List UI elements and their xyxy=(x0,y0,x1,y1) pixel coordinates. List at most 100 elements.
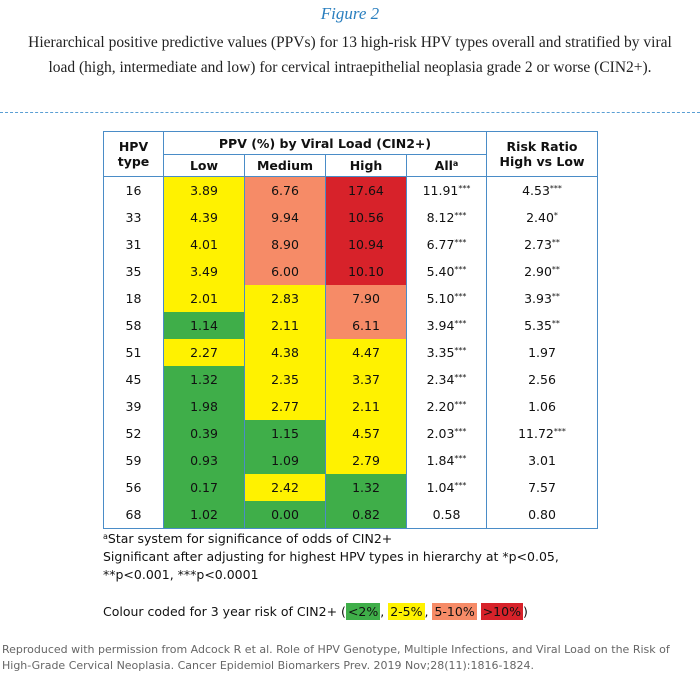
cell-risk-ratio: 4.53*** xyxy=(486,176,598,204)
cell-risk-ratio-value: 2.90 xyxy=(524,264,552,279)
cell-hpv-type-value: 59 xyxy=(125,453,142,468)
cell-medium: 2.35 xyxy=(244,366,326,393)
cell-low-value: 0.39 xyxy=(190,426,218,441)
cell-hpv-type: 52 xyxy=(103,420,164,447)
legend-chip-lt2: <2% xyxy=(345,603,381,620)
cell-medium-value: 2.83 xyxy=(271,291,299,306)
legend-suffix: ) xyxy=(522,604,528,619)
cell-all-value: 5.40 xyxy=(426,264,455,279)
significance-line-2: **p<0.001, ***p<0.0001 xyxy=(103,567,259,582)
table-row: 59 0.93 1.09 2.79 1.84*** 3.01 xyxy=(103,447,598,474)
significance-stars: ** xyxy=(551,292,560,301)
cell-low-value: 3.49 xyxy=(190,264,218,279)
cell-risk-ratio-value: 3.93 xyxy=(524,291,552,306)
cell-medium-value: 1.09 xyxy=(271,453,299,468)
cell-low: 0.17 xyxy=(163,474,245,501)
cell-risk-ratio-value: 1.97 xyxy=(528,345,556,360)
cell-high-value: 1.32 xyxy=(352,480,380,495)
cell-hpv-type: 45 xyxy=(103,366,164,393)
significance-stars: *** xyxy=(454,373,467,382)
cell-low-value: 0.17 xyxy=(190,480,218,495)
significance-line-1: Significant after adjusting for highest … xyxy=(103,549,559,564)
cell-high-value: 0.82 xyxy=(352,507,380,522)
cell-medium-value: 2.35 xyxy=(271,372,299,387)
table-row: 35 3.49 6.00 10.10 5.40*** 2.90** xyxy=(103,258,598,285)
header-ppv-group: PPV (%) by Viral Load (CIN2+) xyxy=(163,131,487,155)
significance-stars: *** xyxy=(549,184,562,193)
table-row: 52 0.39 1.15 4.57 2.03*** 11.72*** xyxy=(103,420,598,447)
cell-high: 10.10 xyxy=(325,258,407,285)
significance-stars: *** xyxy=(454,292,467,301)
table-row: 56 0.17 2.42 1.32 1.04*** 7.57 xyxy=(103,474,598,501)
cell-risk-ratio-value: 4.53 xyxy=(522,183,550,198)
legend-sep: , xyxy=(424,604,433,619)
cell-risk-ratio-value: 0.80 xyxy=(528,507,556,522)
cell-all-value: 8.12 xyxy=(426,210,455,225)
cell-risk-ratio: 1.06 xyxy=(486,393,598,420)
cell-medium: 0.00 xyxy=(244,501,326,529)
cell-all: 2.03*** xyxy=(406,420,487,447)
cell-hpv-type: 31 xyxy=(103,231,164,258)
legend-chip-gt10: >10% xyxy=(480,603,523,620)
cell-risk-ratio: 0.80 xyxy=(486,501,598,529)
header-low: Low xyxy=(163,154,245,177)
cell-high: 17.64 xyxy=(325,176,407,204)
cell-medium: 2.83 xyxy=(244,285,326,312)
cell-high: 10.94 xyxy=(325,231,407,258)
cell-hpv-type-value: 35 xyxy=(125,264,142,279)
footnote-marker: a xyxy=(103,532,108,541)
cell-all-value: 1.84 xyxy=(426,453,455,468)
cell-risk-ratio: 2.56 xyxy=(486,366,598,393)
footnote-a: aStar system for significance of odds of… xyxy=(103,528,663,548)
cell-medium: 2.42 xyxy=(244,474,326,501)
table-row: 33 4.39 9.94 10.56 8.12*** 2.40* xyxy=(103,204,598,231)
cell-low: 2.27 xyxy=(163,339,245,366)
cell-high-value: 2.79 xyxy=(352,453,380,468)
cell-medium: 2.11 xyxy=(244,312,326,339)
cell-high-value: 4.47 xyxy=(352,345,380,360)
cell-hpv-type: 33 xyxy=(103,204,164,231)
cell-low: 3.89 xyxy=(163,176,245,204)
cell-medium-value: 0.00 xyxy=(271,507,299,522)
cell-low: 1.02 xyxy=(163,501,245,529)
cell-risk-ratio: 7.57 xyxy=(486,474,598,501)
table-row: 39 1.98 2.77 2.11 2.20*** 1.06 xyxy=(103,393,598,420)
cell-all: 5.40*** xyxy=(406,258,487,285)
source-citation: Reproduced with permission from Adcock R… xyxy=(2,643,670,672)
cell-hpv-type-value: 45 xyxy=(125,372,142,387)
legend-chip-5to10: 5-10% xyxy=(432,603,477,620)
table-notes: aStar system for significance of odds of… xyxy=(103,528,663,584)
cell-high: 6.11 xyxy=(325,312,407,339)
cell-high: 3.37 xyxy=(325,366,407,393)
cell-hpv-type: 39 xyxy=(103,393,164,420)
ppv-table: HPV type PPV (%) by Viral Load (CIN2+) R… xyxy=(103,131,598,529)
cell-all-value: 0.58 xyxy=(432,507,461,522)
cell-all: 5.10*** xyxy=(406,285,487,312)
cell-risk-ratio-value: 2.56 xyxy=(528,372,556,387)
cell-low: 4.39 xyxy=(163,204,245,231)
cell-risk-ratio: 1.97 xyxy=(486,339,598,366)
cell-risk-ratio: 11.72*** xyxy=(486,420,598,447)
cell-hpv-type-value: 68 xyxy=(125,507,142,522)
cell-medium-value: 4.38 xyxy=(271,345,299,360)
significance-stars: *** xyxy=(454,238,467,247)
cell-risk-ratio-value: 2.73 xyxy=(524,237,552,252)
cell-risk-ratio-value: 1.06 xyxy=(528,399,556,414)
cell-low-value: 3.89 xyxy=(190,183,218,198)
legend-chip-2to5: 2-5% xyxy=(388,603,425,620)
header-medium: Medium xyxy=(244,154,326,177)
cell-medium-value: 8.90 xyxy=(271,237,299,252)
cell-all: 11.91*** xyxy=(406,176,487,204)
cell-risk-ratio-value: 11.72 xyxy=(518,426,554,441)
cell-hpv-type-value: 58 xyxy=(125,318,142,333)
header-hpv-type-line2: type xyxy=(117,154,150,169)
header-high: High xyxy=(325,154,407,177)
cell-low-value: 1.32 xyxy=(190,372,218,387)
footnote-text: Star system for significance of odds of … xyxy=(107,531,393,546)
cell-all: 1.84*** xyxy=(406,447,487,474)
legend-prefix: Colour coded for 3 year risk of CIN2+ ( xyxy=(103,604,346,619)
cell-medium: 6.00 xyxy=(244,258,326,285)
cell-risk-ratio: 2.90** xyxy=(486,258,598,285)
table-row: 45 1.32 2.35 3.37 2.34*** 2.56 xyxy=(103,366,598,393)
table-row: 18 2.01 2.83 7.90 5.10*** 3.93** xyxy=(103,285,598,312)
